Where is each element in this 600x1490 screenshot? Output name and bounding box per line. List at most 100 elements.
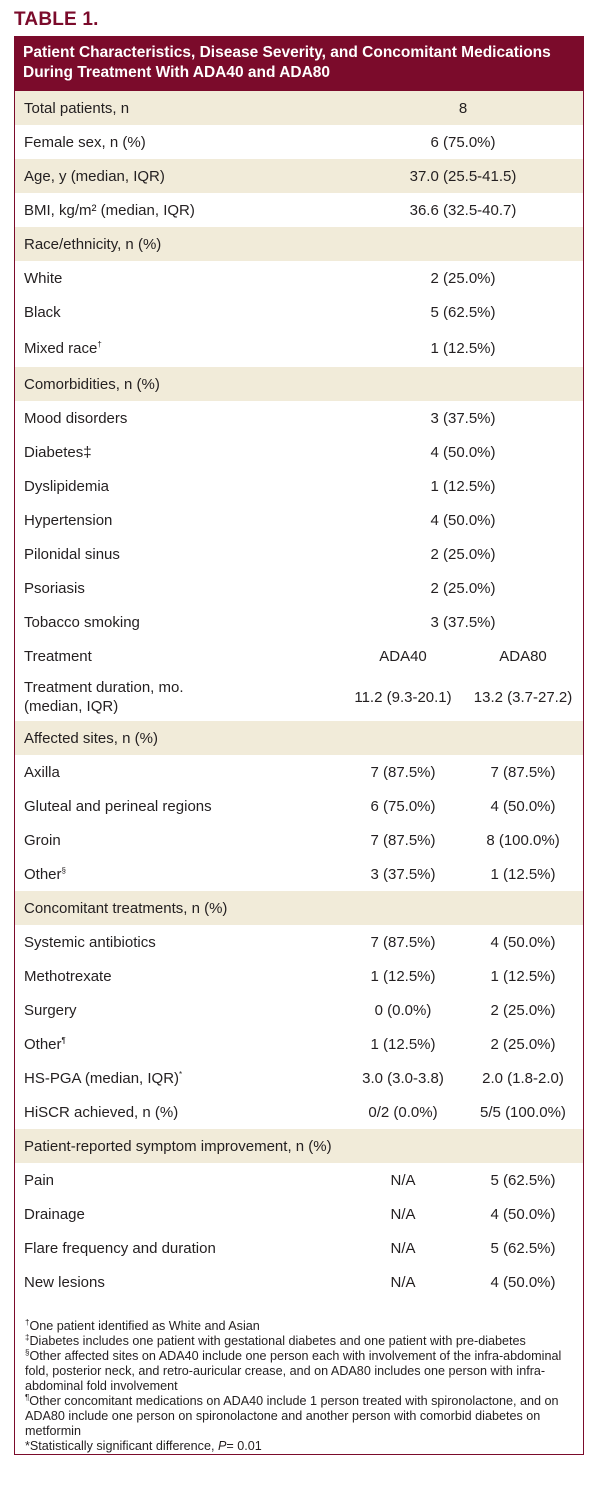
table-row: Groin 7 (87.5%) 8 (100.0%) [15,823,583,857]
row-label: Mood disorders [24,409,128,427]
cell-ada40: N/A [390,1273,416,1291]
row-label: Drainage [24,1205,85,1223]
table-row: Psoriasis 2 (25.0%) [15,571,583,605]
table-row: Mood disorders 3 (37.5%) [15,401,583,435]
row-label-text: Other [24,1035,62,1053]
cell-ada40: 7 (87.5%) [370,763,436,781]
row-label: Psoriasis [24,579,85,597]
cell-ada80: 4 (50.0%) [490,1205,556,1223]
table-row: Flare frequency and duration N/A 5 (62.5… [15,1231,583,1265]
footnote-p-symbol: P [217,1439,227,1453]
table-footnotes: †One patient identified as White and Asi… [15,1299,575,1454]
footnote-mark: § [25,1347,30,1357]
row-label: Dyslipidemia [24,477,110,495]
table-row: Pain N/A 5 (62.5%) [15,1163,583,1197]
table-row: Other¶ 1 (12.5%) 2 (25.0%) [15,1027,583,1061]
row-value: 1 (12.5%) [430,339,496,357]
table-row: Black 5 (62.5%) [15,295,583,329]
table-row: Tobacco smoking 3 (37.5%) [15,605,583,639]
table-frame: Patient Characteristics, Disease Severit… [14,36,584,1455]
row-value: 4 (50.0%) [430,443,496,461]
footnote: ¶Other concomitant medications on ADA40 … [25,1393,575,1439]
table-row: Surgery 0 (0.0%) 2 (25.0%) [15,993,583,1027]
table-row: New lesions N/A 4 (50.0%) [15,1265,583,1299]
cell-ada80: 4 (50.0%) [490,797,556,815]
cell-ada40: 11.2 (9.3-20.1) [354,688,452,706]
footnote-mark: † [97,339,102,349]
row-label: BMI, kg/m² (median, IQR) [24,201,195,219]
row-value: 8 [458,99,468,117]
row-label: White [24,269,63,287]
cell-ada80: 2 (25.0%) [490,1001,556,1019]
table-row: Pilonidal sinus 2 (25.0%) [15,537,583,571]
row-label: Tobacco smoking [24,613,140,631]
table-row: HS-PGA (median, IQR)* 3.0 (3.0-3.8) 2.0 … [15,1061,583,1095]
row-label: HiSCR achieved, n (%) [24,1103,179,1121]
footnote-mark: ‡ [25,1332,30,1342]
table-row: Age, y (median, IQR) 37.0 (25.5-41.5) [15,159,583,193]
footnote-mark: ¶ [61,1035,66,1045]
cell-ada80: 4 (50.0%) [490,933,556,951]
section-header-label: Race/ethnicity, n (%) [24,235,162,253]
row-value: 5 (62.5%) [430,303,496,321]
row-label: Axilla [24,763,60,781]
row-label: Systemic antibiotics [24,933,156,951]
cell-ada40: 7 (87.5%) [370,933,436,951]
footnote-text: One patient identified as White and Asia… [29,1319,260,1333]
cell-ada40: 6 (75.0%) [370,797,436,815]
row-label: Surgery [24,1001,77,1019]
table-row: Other§ 3 (37.5%) 1 (12.5%) [15,857,583,891]
row-value: 6 (75.0%) [430,133,496,151]
cell-ada40: 1 (12.5%) [370,1035,436,1053]
cell-ada40: 3 (37.5%) [370,865,436,883]
cell-ada80: 8 (100.0%) [486,831,560,849]
row-value: 37.0 (25.5-41.5) [409,167,517,185]
section-header-row: Affected sites, n (%) [15,721,583,755]
table-row: White 2 (25.0%) [15,261,583,295]
cell-ada80: 2.0 (1.8-2.0) [482,1069,564,1087]
row-label: Treatment duration, mo. (median, IQR) [15,678,343,716]
row-value: 36.6 (32.5-40.7) [409,201,517,219]
table-row: Systemic antibiotics 7 (87.5%) 4 (50.0%) [15,925,583,959]
table-row: HiSCR achieved, n (%) 0/2 (0.0%) 5/5 (10… [15,1095,583,1129]
table-label: TABLE 1. [14,9,99,30]
table-row: Dyslipidemia 1 (12.5%) [15,469,583,503]
section-header-row: Race/ethnicity, n (%) [15,227,583,261]
footnote-text: Other affected sites on ADA40 include on… [25,1349,562,1393]
table-row: Hypertension 4 (50.0%) [15,503,583,537]
section-header-label: Patient-reported symptom improvement, n … [24,1137,332,1155]
cell-ada80: 2 (25.0%) [490,1035,556,1053]
cell-ada40: 1 (12.5%) [370,967,436,985]
table-row: Diabetes‡ 4 (50.0%) [15,435,583,469]
table-page: TABLE 1. Patient Characteristics, Diseas… [14,0,584,1455]
row-label: New lesions [24,1273,105,1291]
cell-ada80: 4 (50.0%) [490,1273,556,1291]
footnote-text: Diabetes includes one patient with gesta… [29,1334,526,1348]
footnote-mark: § [61,865,66,875]
table-row: BMI, kg/m² (median, IQR) 36.6 (32.5-40.7… [15,193,583,227]
column-header-ada80: ADA80 [499,647,547,665]
row-label: Other§ [15,865,343,884]
row-value: 3 (37.5%) [430,613,496,631]
row-label: Groin [24,831,61,849]
row-value: 2 (25.0%) [430,269,496,287]
table-row: Methotrexate 1 (12.5%) 1 (12.5%) [15,959,583,993]
row-label: HS-PGA (median, IQR)* [15,1069,343,1088]
row-label: Total patients, n [24,99,130,117]
section-header-label: Concomitant treatments, n (%) [24,899,228,917]
footnote-text: *Statistically significant difference, [25,1439,218,1453]
footnote-mark: * [179,1069,183,1079]
row-label: Pilonidal sinus [24,545,120,563]
row-label-text: Other [24,865,62,883]
cell-ada40: 0/2 (0.0%) [368,1103,438,1121]
footnote: †One patient identified as White and Asi… [25,1318,575,1334]
section-header-row: Comorbidities, n (%) [15,367,583,401]
cell-ada80: 1 (12.5%) [490,967,556,985]
cell-ada80: 13.2 (3.7-27.2) [473,688,573,706]
cell-ada40: N/A [390,1205,416,1223]
cell-ada40: 7 (87.5%) [370,831,436,849]
row-label: Treatment [24,647,92,665]
row-label-line: (median, IQR) [24,698,119,715]
section-header-row: Concomitant treatments, n (%) [15,891,583,925]
footnote: *Statistically significant difference, P… [25,1439,575,1454]
